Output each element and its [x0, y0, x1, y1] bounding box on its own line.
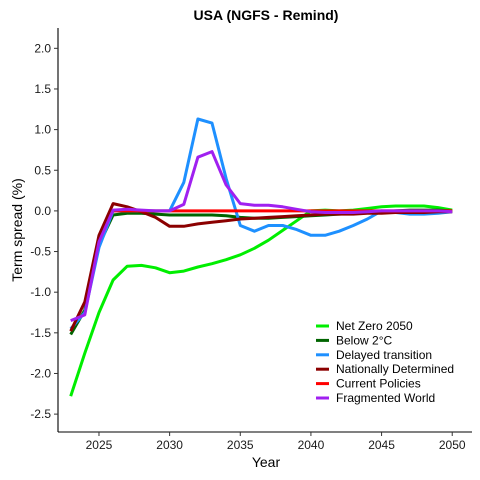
x-tick-label: 2025	[86, 438, 113, 452]
series-line-fragmented-world	[70, 150, 453, 322]
axes: -2.5 -2.0 -1.5 -1.0 -0.5 0.0 0.5 1.0 1.5 2.0 2025 2…	[30, 28, 472, 452]
y-tick-label: -1.5	[30, 326, 51, 340]
y-tick-label: 0.0	[34, 204, 51, 218]
y-tick-label: -1.0	[30, 285, 51, 299]
series-layer	[69, 117, 453, 397]
y-tick-label: 0.5	[34, 163, 51, 177]
y-tick-label: -2.0	[30, 366, 51, 380]
x-tick-label: 2050	[439, 438, 466, 452]
y-tick-label: 1.0	[34, 123, 51, 137]
legend-label-current-policies: Current Policies	[336, 377, 421, 391]
x-tick-label: 2045	[368, 438, 395, 452]
legend-label-fragmented-world: Fragmented World	[336, 391, 435, 405]
y-tick-label: 2.0	[34, 41, 51, 55]
y-tick-label: -2.5	[30, 407, 51, 421]
legend-label-delayed-transition: Delayed transition	[336, 348, 432, 362]
series-line-net-zero-2050	[69, 204, 453, 397]
legend-label-below-2-c: Below 2°C	[336, 333, 392, 347]
x-tick-label: 2035	[227, 438, 254, 452]
legend-label-nationally-determined: Nationally Determined	[336, 362, 454, 376]
chart-title: USA (NGFS - Remind)	[194, 7, 339, 23]
y-axis-title: Term spread (%)	[9, 178, 25, 281]
x-tick-label: 2030	[156, 438, 183, 452]
y-tick-label: -0.5	[30, 245, 51, 259]
x-tick-label: 2040	[298, 438, 325, 452]
legend-label-net-zero-2050: Net Zero 2050	[336, 319, 413, 333]
x-axis-title: Year	[252, 454, 281, 470]
y-tick-label: 1.5	[34, 82, 51, 96]
